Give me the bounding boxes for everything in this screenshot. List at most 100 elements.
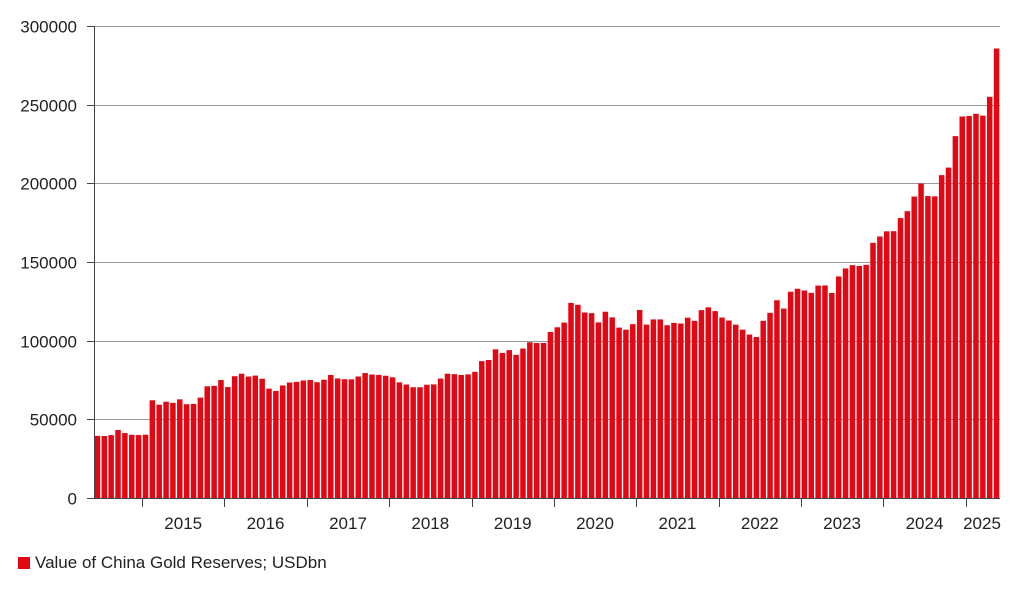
bar — [211, 385, 217, 498]
y-tick-label: 150000 — [20, 254, 77, 273]
bar — [973, 113, 979, 498]
bar — [684, 317, 691, 498]
bar — [925, 196, 931, 498]
bar — [787, 291, 794, 498]
bar — [506, 350, 512, 498]
bar — [863, 264, 869, 498]
bar — [300, 380, 307, 498]
bar — [286, 382, 293, 498]
bar — [108, 435, 114, 498]
bar — [396, 382, 403, 498]
bar — [540, 343, 547, 498]
bar — [623, 329, 629, 498]
bar — [389, 377, 396, 498]
bar — [568, 302, 574, 498]
bar — [767, 312, 773, 498]
bar — [664, 325, 670, 498]
bar — [547, 332, 554, 498]
x-tick-label: 2020 — [576, 514, 614, 533]
legend-label: Value of China Gold Reserves; USDbn — [35, 553, 327, 572]
bar — [94, 435, 101, 498]
bar — [760, 320, 766, 498]
x-tick-label: 2015 — [164, 514, 202, 533]
bar — [856, 265, 863, 498]
x-tick-label: 2023 — [823, 514, 861, 533]
bar — [650, 319, 657, 498]
bar — [129, 434, 135, 498]
bar — [437, 378, 444, 498]
bar — [231, 376, 238, 498]
bar — [382, 375, 389, 498]
bar — [842, 268, 849, 498]
bar — [561, 322, 567, 498]
bar — [588, 313, 595, 498]
bar — [671, 322, 677, 498]
bar — [170, 402, 176, 498]
bar — [204, 386, 210, 498]
bar — [355, 376, 361, 498]
y-tick-label: 300000 — [20, 18, 77, 37]
bar — [321, 379, 327, 498]
bar — [884, 231, 890, 498]
y-tick-label: 100000 — [20, 333, 77, 352]
bar — [890, 231, 897, 498]
legend: Value of China Gold Reserves; USDbn — [18, 553, 327, 573]
bar — [280, 385, 286, 498]
bar — [424, 384, 430, 498]
bar — [225, 387, 231, 498]
bar — [245, 376, 252, 498]
bar — [794, 288, 801, 498]
bar — [595, 322, 602, 498]
bar — [410, 387, 416, 498]
bar — [705, 307, 712, 498]
bar — [815, 285, 821, 498]
bar — [499, 352, 506, 498]
bar — [458, 374, 464, 498]
x-tick-label: 2022 — [741, 514, 779, 533]
bar — [177, 399, 183, 498]
bar — [135, 435, 142, 498]
bar — [479, 361, 485, 498]
bar — [485, 360, 492, 498]
bar — [341, 379, 348, 498]
bar — [643, 324, 650, 498]
bar — [698, 310, 705, 498]
bar — [575, 304, 581, 498]
bar — [897, 218, 904, 498]
bar — [822, 285, 828, 498]
bar — [966, 115, 972, 499]
bar — [252, 375, 259, 498]
bar — [986, 96, 993, 499]
bar — [746, 334, 753, 498]
y-tick-label: 0 — [68, 490, 77, 509]
x-tick-label: 2016 — [247, 514, 285, 533]
bar — [932, 196, 938, 498]
bar — [197, 397, 204, 498]
bar — [472, 371, 478, 498]
bar — [636, 309, 643, 498]
bar — [328, 374, 334, 498]
bar — [739, 329, 746, 498]
bar — [101, 436, 108, 498]
bar — [369, 374, 375, 498]
y-tick-label: 250000 — [20, 97, 77, 116]
bar — [904, 211, 911, 498]
bar — [911, 196, 917, 499]
x-tick-label: 2017 — [329, 514, 367, 533]
bar — [980, 115, 986, 499]
legend-swatch — [18, 557, 30, 569]
bar — [993, 48, 1000, 498]
gold-reserves-bar-chart: 0 50000 100000 150000 200000 250000 300000 201… — [20, 18, 1001, 534]
bar — [238, 373, 245, 498]
bar — [918, 183, 924, 499]
bar — [156, 404, 162, 498]
bar — [877, 236, 883, 498]
bar — [554, 327, 561, 498]
y-tick-label: 200000 — [20, 175, 77, 194]
bar — [417, 387, 423, 498]
bar — [712, 311, 718, 498]
bar — [808, 292, 814, 498]
bar — [733, 324, 739, 498]
bars — [94, 48, 1000, 499]
bar — [492, 349, 499, 498]
